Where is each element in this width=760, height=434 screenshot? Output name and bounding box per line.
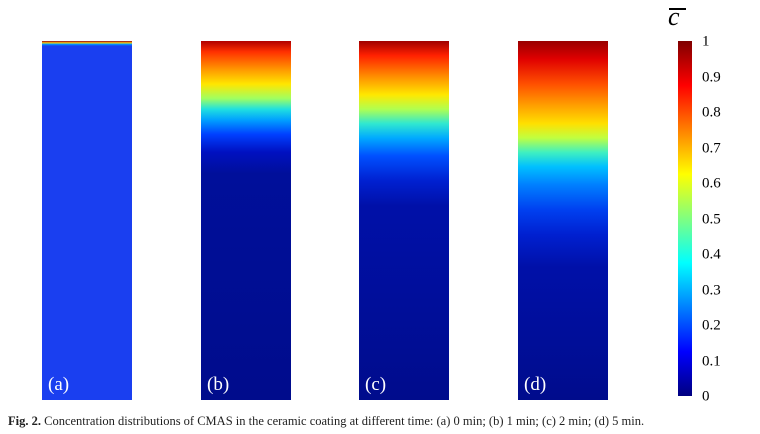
concentration-panel-b: (b) <box>201 41 291 400</box>
colorbar-symbol-text: c <box>668 2 680 31</box>
figure: (a) (b) (c) (d) c 1 0.9 0.8 0.7 0.6 0.5 … <box>42 2 721 405</box>
concentration-panel-c: (c) <box>359 41 449 400</box>
colorbar-tick: 0.8 <box>702 104 721 121</box>
colorbar-symbol: c <box>668 2 686 31</box>
colorbar-tick: 0 <box>702 388 710 405</box>
panel-label-b: (b) <box>207 374 230 395</box>
overbar <box>669 8 686 10</box>
panel-label-a: (a) <box>48 374 70 395</box>
colorbar-tick: 0.2 <box>702 317 721 334</box>
concentration-panel-d: (d) <box>518 41 608 400</box>
figure-caption: Fig. 2. Concentration distributions of C… <box>8 414 756 429</box>
colorbar-tick: 0.5 <box>702 211 721 227</box>
figure-caption-label: Fig. 2. <box>8 414 41 428</box>
panel-label-d: (d) <box>524 374 547 395</box>
figure-caption-text: Concentration distributions of CMAS in t… <box>44 414 645 428</box>
colorbar-tick: 1 <box>702 33 710 50</box>
colorbar-tick: 0.1 <box>702 353 721 369</box>
colorbar-tick: 0.9 <box>702 69 721 85</box>
colorbar-tick: 0.6 <box>702 175 721 192</box>
concentration-panel-a: (a) <box>42 41 132 400</box>
panel-label-c: (c) <box>365 374 387 395</box>
colorbar-tick: 0.3 <box>702 282 721 298</box>
colorbar <box>678 41 692 396</box>
colorbar-tick: 0.7 <box>702 140 721 156</box>
colorbar-tick: 0.4 <box>702 246 721 263</box>
